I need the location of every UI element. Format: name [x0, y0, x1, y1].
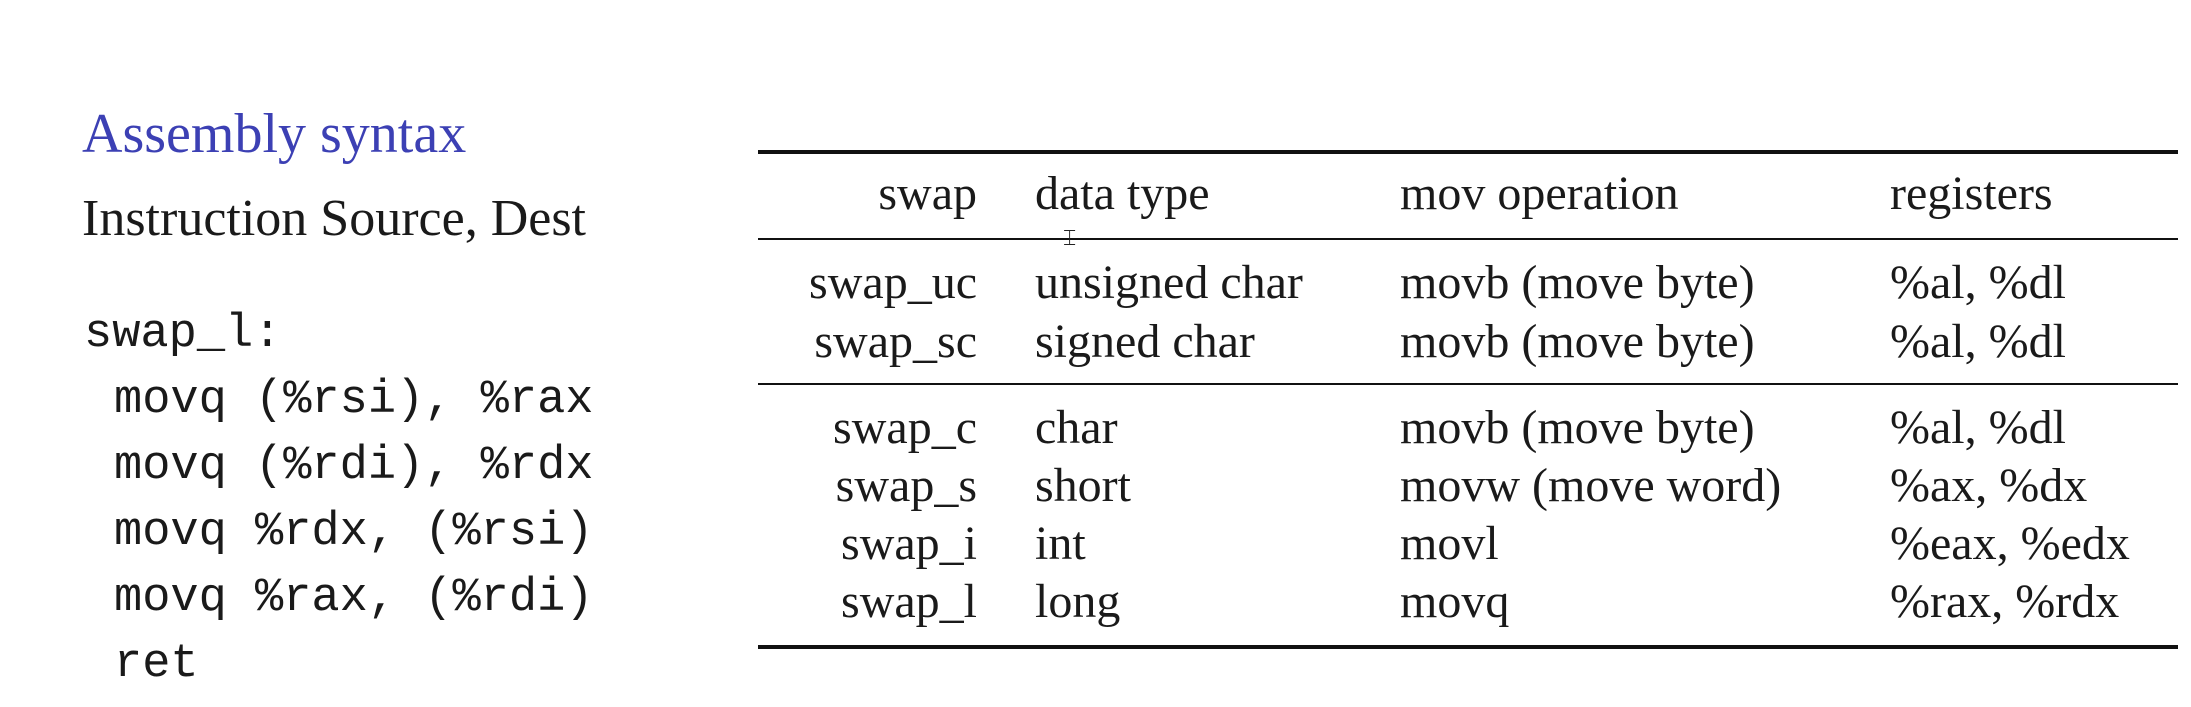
code-line: movq %rax, (%rdi) [114, 572, 594, 625]
table-header-swap: swap [878, 167, 977, 220]
table-bottom-rule [758, 645, 2178, 649]
code-line: movq (%rsi), %rax [114, 374, 594, 427]
table-cell-data-type: unsigned char [1035, 256, 1303, 309]
text-cursor-icon: ⌶ [1063, 226, 1077, 251]
code-line: ret [114, 638, 199, 691]
table-top-rule [758, 150, 2178, 154]
table-header-mov-operation: mov operation [1400, 167, 1679, 220]
code-label: swap_l: [84, 308, 282, 361]
table-cell-data-type: int [1035, 517, 1086, 570]
table-cell-swap: swap_s [835, 459, 977, 512]
table-cell-data-type: char [1035, 401, 1118, 454]
table-header-rule [758, 238, 2178, 240]
table-cell-mov-operation: movb (move byte) [1400, 256, 1755, 309]
table-cell-mov-operation: movw (move word) [1400, 459, 1782, 512]
table-cell-mov-operation: movb (move byte) [1400, 315, 1755, 368]
table-cell-swap: swap_i [841, 517, 977, 570]
table-cell-swap: swap_uc [809, 256, 977, 309]
table-header-data-type: data type [1035, 167, 1210, 220]
slide-subtitle: Instruction Source, Dest [82, 190, 587, 247]
table-cell-swap: swap_c [833, 401, 977, 454]
table-cell-data-type: signed char [1035, 315, 1255, 368]
table-cell-registers: %al, %dl [1890, 401, 2066, 454]
slide-title: Assembly syntax [82, 103, 467, 165]
table-cell-registers: %rax, %rdx [1890, 575, 2120, 628]
table-cell-data-type: long [1035, 575, 1121, 628]
table-cell-mov-operation: movq [1400, 575, 1510, 628]
table-header-registers: registers [1890, 167, 2053, 220]
table-cell-mov-operation: movl [1400, 517, 1499, 570]
code-line: movq %rdx, (%rsi) [114, 506, 594, 559]
assembly-code-block: swap_l: movq (%rsi), %rax movq (%rdi), %… [84, 302, 593, 698]
table-cell-registers: %ax, %dx [1890, 459, 2088, 512]
table-cell-mov-operation: movb (move byte) [1400, 401, 1755, 454]
table-cell-registers: %al, %dl [1890, 315, 2066, 368]
table-cell-swap: swap_sc [814, 315, 977, 368]
table-cell-data-type: short [1035, 459, 1131, 512]
table-group-divider [758, 383, 2178, 385]
table-cell-registers: %eax, %edx [1890, 517, 2130, 570]
code-line: movq (%rdi), %rdx [114, 440, 594, 493]
table-cell-registers: %al, %dl [1890, 256, 2066, 309]
table-cell-swap: swap_l [841, 575, 977, 628]
